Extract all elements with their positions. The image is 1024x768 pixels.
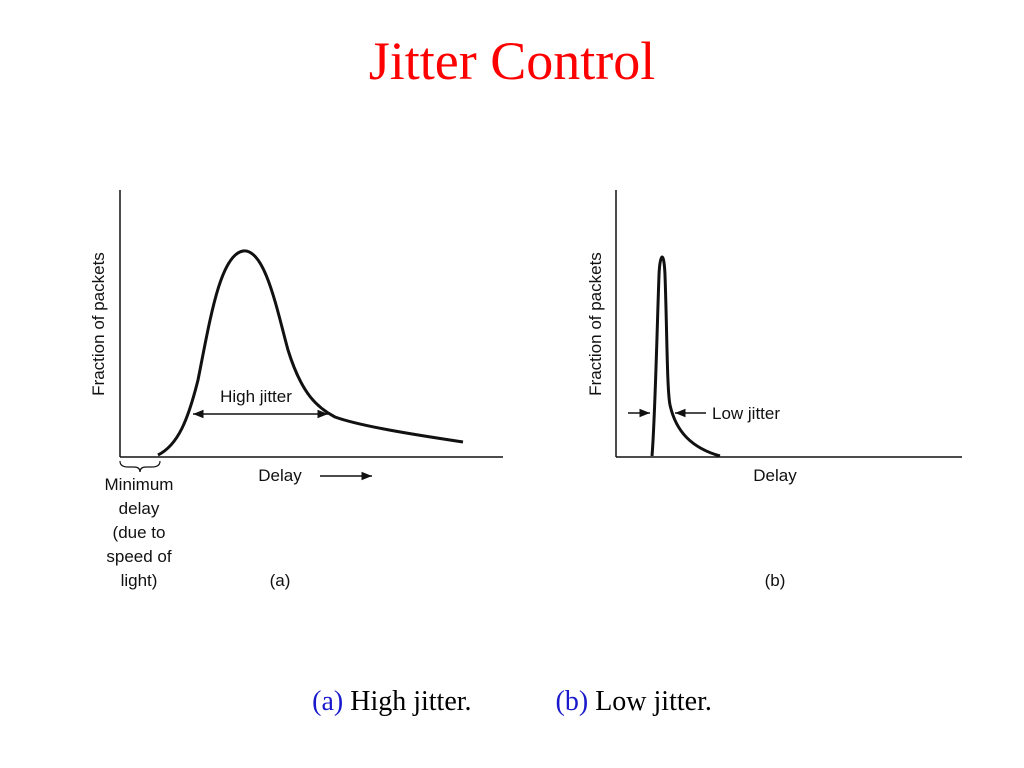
caption-a-text: High jitter. bbox=[350, 686, 472, 717]
panel-b: Fraction of packets Low jitter Delay (b) bbox=[586, 190, 962, 590]
panel-b-curve bbox=[650, 255, 721, 458]
caption-a-tag: (a) bbox=[312, 686, 344, 717]
panel-a-curve bbox=[157, 249, 464, 457]
figure-caption: (a) High jitter. (b) Low jitter. bbox=[0, 686, 1024, 718]
low-jitter-label: Low jitter bbox=[712, 404, 780, 423]
svg-text:Minimum: Minimum bbox=[105, 475, 174, 494]
panel-b-x-label: Delay bbox=[753, 466, 797, 485]
svg-text:light): light) bbox=[121, 571, 158, 590]
caption-b-tag: (b) bbox=[555, 686, 589, 717]
caption-b-text: Low jitter. bbox=[595, 686, 712, 717]
svg-text:speed of: speed of bbox=[106, 547, 171, 566]
min-delay-brace bbox=[119, 460, 161, 473]
panel-a-tag: (a) bbox=[270, 571, 291, 590]
high-jitter-label: High jitter bbox=[220, 387, 292, 406]
panel-b-tag: (b) bbox=[765, 571, 786, 590]
min-delay-label: Minimum delay (due to speed of light) bbox=[105, 475, 174, 590]
panel-a-x-label: Delay bbox=[258, 466, 302, 485]
panel-b-y-label: Fraction of packets bbox=[586, 252, 605, 396]
panel-a-y-label: Fraction of packets bbox=[89, 252, 108, 396]
panel-a: Fraction of packets High jitter Minimum … bbox=[89, 190, 503, 590]
svg-text:(due to: (due to bbox=[113, 523, 166, 542]
svg-text:delay: delay bbox=[119, 499, 160, 518]
slide-title: Jitter Control bbox=[368, 31, 656, 91]
